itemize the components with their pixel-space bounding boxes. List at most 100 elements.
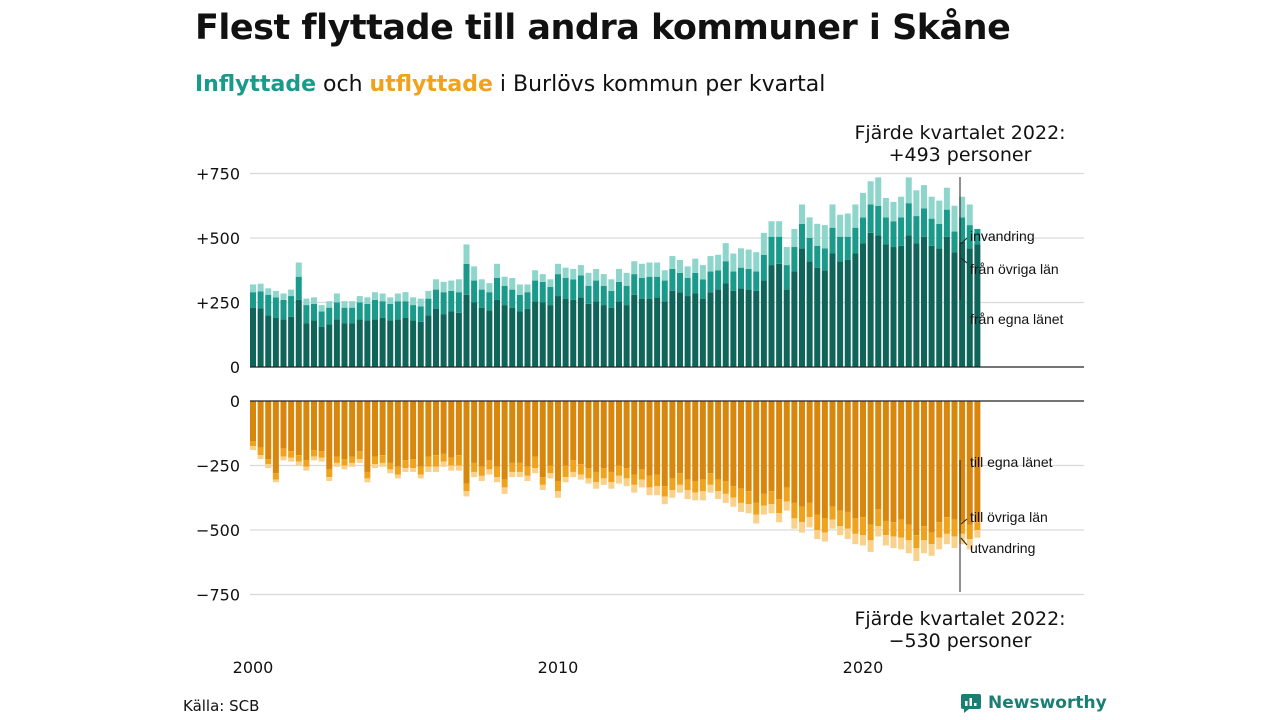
inflow-bar-segment <box>555 296 561 367</box>
inflow-bar-segment <box>387 297 394 304</box>
inflow-bar-segment <box>776 221 783 237</box>
outflow-bar-segment <box>440 453 447 462</box>
outflow-bar-segment <box>295 455 302 462</box>
outflow-bar-segment <box>532 456 539 469</box>
inflow-bar-segment <box>562 267 569 278</box>
outflow-bar-segment <box>959 520 966 534</box>
outflow-bar-segment <box>494 477 500 483</box>
outflow-bar-segment <box>593 471 600 483</box>
inflow-bar-segment <box>501 285 508 306</box>
inflow-bar-segment <box>440 314 447 367</box>
outflow-bar-segment <box>837 526 844 536</box>
outflow-bar-segment <box>974 530 981 538</box>
outflow-bar-segment <box>311 450 317 457</box>
outflow-bar-segment <box>356 451 363 460</box>
outflow-bar-segment <box>638 469 645 480</box>
inflow-bar-segment <box>616 268 622 282</box>
inflow-bar-segment <box>821 270 828 367</box>
outflow-bar-segment <box>425 456 432 467</box>
outflow-bar-segment <box>280 401 287 449</box>
outflow-bar-segment <box>890 522 897 537</box>
outflow-bar-segment <box>616 465 622 476</box>
inflow-bar-segment <box>768 221 775 237</box>
inflow-bar-segment <box>295 299 302 367</box>
inflow-bar-segment <box>837 214 844 237</box>
inflow-bar-segment <box>524 308 531 367</box>
outflow-bar-segment <box>341 465 348 470</box>
inflow-bar-segment <box>738 288 744 367</box>
outflow-bar-segment <box>471 471 478 478</box>
inflow-bar-segment <box>806 261 813 367</box>
outflow-bar-segment <box>478 401 485 467</box>
outflow-bar-segment <box>951 519 958 537</box>
inflow-bar-segment <box>250 284 256 293</box>
outflow-bar-segment <box>867 524 874 541</box>
outflow-bar-segment <box>478 466 485 476</box>
inflow-bar-segment <box>852 227 859 254</box>
inflow-bar-segment <box>577 275 584 298</box>
inflow-bar-segment <box>356 319 363 367</box>
outflow-bar-segment <box>570 460 577 472</box>
outflow-bar-segment <box>768 491 775 505</box>
inflow-bar-segment <box>524 284 531 293</box>
inflow-bar-segment <box>913 190 920 217</box>
inflow-bar-segment <box>959 241 966 367</box>
inflow-bar-segment <box>768 236 775 266</box>
inflow-bar-segment <box>501 305 508 367</box>
outflow-bar-segment <box>577 474 584 480</box>
outflow-bar-segment <box>715 491 722 500</box>
outflow-bar-segment <box>783 501 790 511</box>
outflow-bar-segment <box>333 456 340 463</box>
outflow-bar-segment <box>539 477 546 485</box>
outflow-bar-segment <box>577 464 584 475</box>
inflow-bar-segment <box>707 292 714 367</box>
inflow-bar-segment <box>600 305 607 367</box>
outflow-bar-segment <box>455 401 462 456</box>
inflow-bar-segment <box>661 270 668 281</box>
outflow-bar-segment <box>326 477 333 481</box>
outflow-bar-segment <box>288 451 295 458</box>
inflow-bar-segment <box>562 298 569 367</box>
x-tick-label: 2000 <box>233 658 274 677</box>
inflow-bar-segment <box>379 301 386 318</box>
outflow-bar-segment <box>501 487 508 494</box>
inflow-bar-segment <box>448 280 455 291</box>
inflow-bar-segment <box>570 279 577 300</box>
segment-label-invandring: invandring <box>970 228 1035 244</box>
outflow-bar-segment <box>600 401 607 469</box>
outflow-bar-segment <box>555 401 561 481</box>
outflow-bar-segment <box>280 448 287 457</box>
outflow-bar-segment <box>356 459 363 463</box>
segment-label-till-egna-lanet: till egna länet <box>970 454 1053 470</box>
outflow-bar-segment <box>768 504 775 514</box>
outflow-bar-segment <box>661 401 668 487</box>
inflow-bar-segment <box>516 311 523 367</box>
outflow-bar-segment <box>562 477 569 483</box>
newsworthy-logo[interactable]: Newsworthy <box>960 692 1107 714</box>
inflow-bar-segment <box>738 267 744 289</box>
inflow-bar-segment <box>516 294 523 312</box>
inflow-bar-segment <box>303 305 310 324</box>
inflow-bar-segment <box>898 217 905 246</box>
inflow-bar-segment <box>943 236 950 367</box>
inflow-bar-segment <box>738 248 744 268</box>
inflow-bar-segment <box>364 303 371 321</box>
outflow-bar-segment <box>509 462 516 472</box>
outflow-bar-segment <box>257 447 264 456</box>
outflow-bar-segment <box>913 401 920 536</box>
inflow-bar-segment <box>974 244 981 367</box>
outflow-bar-segment <box>921 526 927 541</box>
inflow-bar-segment <box>844 213 851 237</box>
outflow-bar-segment <box>875 509 882 527</box>
outflow-bar-segment <box>433 466 439 472</box>
outflow-bar-segment <box>616 475 622 484</box>
outflow-bar-segment <box>280 456 287 461</box>
inflow-bar-segment <box>722 261 729 284</box>
outflow-bar-segment <box>913 535 920 549</box>
outflow-bar-segment <box>638 401 645 470</box>
inflow-bar-segment <box>616 281 622 302</box>
outflow-bar-segment <box>417 474 424 479</box>
outflow-bar-segment <box>753 514 760 524</box>
inflow-bar-segment <box>638 298 645 367</box>
inflow-bar-segment <box>791 271 798 367</box>
